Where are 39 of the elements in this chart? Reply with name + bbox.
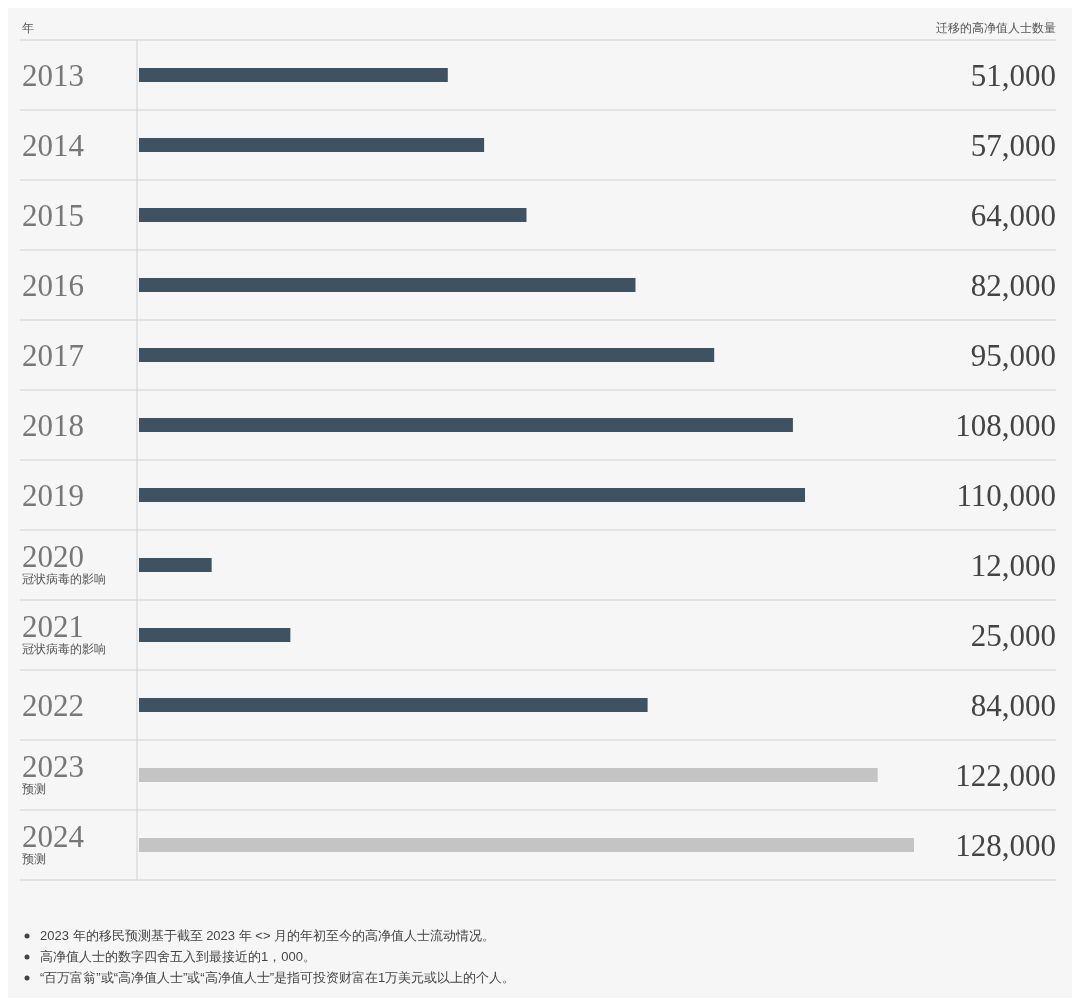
y-tick-label: 2019 bbox=[22, 478, 84, 513]
data-label: 122,000 bbox=[955, 758, 1056, 793]
bar bbox=[139, 418, 793, 432]
bar bbox=[139, 138, 485, 152]
y-axis-title: 年 bbox=[22, 21, 34, 35]
data-label: 25,000 bbox=[970, 618, 1056, 653]
text: 高净值人士的数字四舍五入到最接近的1，000。 bbox=[40, 949, 316, 964]
bar bbox=[139, 348, 715, 362]
data-label: 64,000 bbox=[970, 198, 1056, 233]
text: “百万富翁”或“高净值人士”或“高净值人士”是指可投资财富在1万美元或以上的个人。 bbox=[40, 970, 516, 985]
data-label: 57,000 bbox=[970, 128, 1056, 163]
y-tick-label: 2024 预测 bbox=[22, 819, 85, 866]
y-tick-label: 2021 冠状病毒的影响 bbox=[22, 609, 106, 656]
y-tick-label: 2017 bbox=[22, 338, 84, 373]
x-axis-title: 迁移的高净值人士数量 bbox=[936, 21, 1056, 35]
y-tick-label: 2014 bbox=[22, 128, 85, 163]
bar bbox=[139, 68, 448, 82]
text: 2023 年的移民预测基于截至 2023 年 <> 月的年初至今的高净值人士流动情况。 bbox=[40, 928, 496, 943]
y-tick-label: 2022 bbox=[22, 688, 84, 723]
data-label: 110,000 bbox=[956, 478, 1056, 513]
data-label: 82,000 bbox=[970, 268, 1056, 303]
y-tick-label: 2013 bbox=[22, 58, 84, 93]
bar bbox=[139, 278, 636, 292]
y-tick-label: 2020 冠状病毒的影响 bbox=[22, 539, 106, 586]
data-label: 95,000 bbox=[970, 338, 1056, 373]
bar bbox=[139, 628, 291, 642]
y-tick-label: 2023 预测 bbox=[22, 749, 84, 796]
y-tick-label: 2018 bbox=[22, 408, 84, 443]
y-tick-label: 2016 bbox=[22, 268, 84, 303]
bar bbox=[139, 698, 648, 712]
bar bbox=[139, 208, 527, 222]
data-label: 51,000 bbox=[970, 58, 1056, 93]
data-label: 12,000 bbox=[970, 548, 1056, 583]
y-tick-label: 2015 bbox=[22, 198, 84, 233]
bar bbox=[139, 558, 212, 572]
bar bbox=[139, 488, 806, 502]
data-label: 108,000 bbox=[955, 408, 1056, 443]
data-label: 84,000 bbox=[970, 688, 1056, 723]
data-label: 128,000 bbox=[955, 828, 1056, 863]
